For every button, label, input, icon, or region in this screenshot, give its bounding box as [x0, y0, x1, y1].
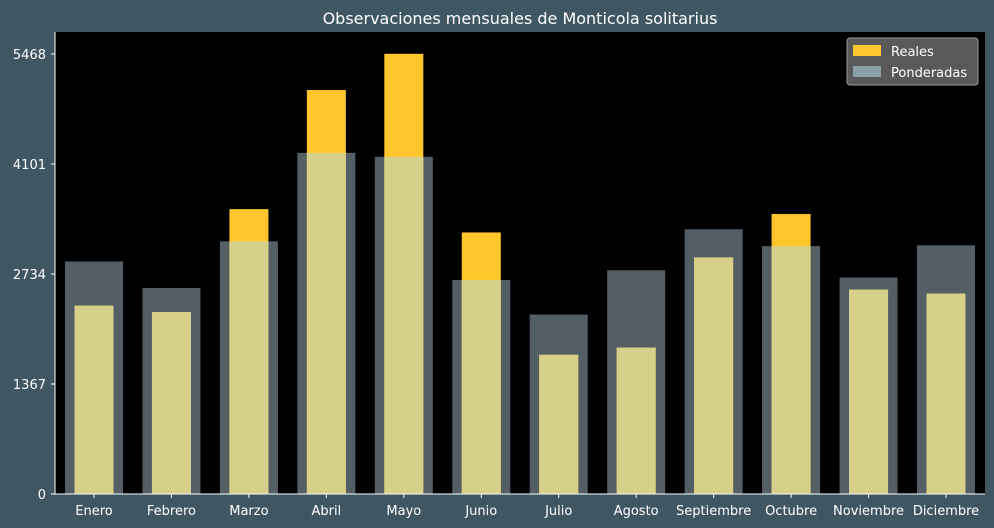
- legend-label-ponderadas: Ponderadas: [891, 66, 967, 81]
- x-tick-label: Noviembre: [833, 504, 904, 519]
- bar-overlap: [74, 305, 114, 494]
- y-tick-label: 5468: [13, 48, 46, 63]
- x-tick-label: Febrero: [147, 504, 196, 519]
- bar-overlap: [694, 257, 734, 494]
- bar-overlap: [616, 347, 656, 494]
- x-tick-label: Agosto: [614, 504, 659, 519]
- legend-swatch-reales: [853, 45, 881, 56]
- x-tick-label: Abril: [312, 504, 342, 519]
- bar-overlap: [229, 241, 269, 494]
- y-tick-label: 0: [38, 488, 46, 503]
- y-tick-label: 4101: [13, 158, 46, 173]
- x-tick-label: Mayo: [386, 504, 421, 519]
- bar-overlap: [849, 289, 889, 494]
- x-tick-label: Diciembre: [913, 504, 979, 519]
- y-axis: 0 1367 2734 4101 5468: [13, 32, 56, 503]
- x-axis: Enero Febrero Marzo Abril Mayo Junio Julio Agos…: [55, 493, 985, 519]
- bar-overlap: [771, 246, 811, 494]
- bar-overlap: [539, 354, 579, 494]
- y-tick-label: 2734: [13, 268, 46, 283]
- bar-overlap: [151, 312, 191, 494]
- legend-label-reales: Reales: [891, 45, 934, 60]
- bar-overlap: [461, 279, 501, 494]
- bar-overlap: [926, 293, 966, 494]
- y-tick-label: 1367: [13, 378, 46, 393]
- legend: Reales Ponderadas: [846, 37, 979, 86]
- x-tick-label: Octubre: [765, 504, 817, 519]
- chart-title: Observaciones mensuales de Monticola sol…: [323, 9, 718, 28]
- legend-swatch-ponderadas: [853, 66, 881, 77]
- x-tick-label: Junio: [464, 504, 497, 519]
- x-tick-label: Enero: [75, 504, 113, 519]
- x-tick-label: Marzo: [229, 504, 268, 519]
- plot-area: [55, 32, 985, 494]
- x-tick-label: Septiembre: [676, 504, 751, 519]
- series-overlap: [74, 152, 966, 495]
- x-tick-label: Julio: [544, 504, 572, 519]
- bar-overlap: [384, 156, 424, 495]
- bar-overlap: [306, 152, 346, 495]
